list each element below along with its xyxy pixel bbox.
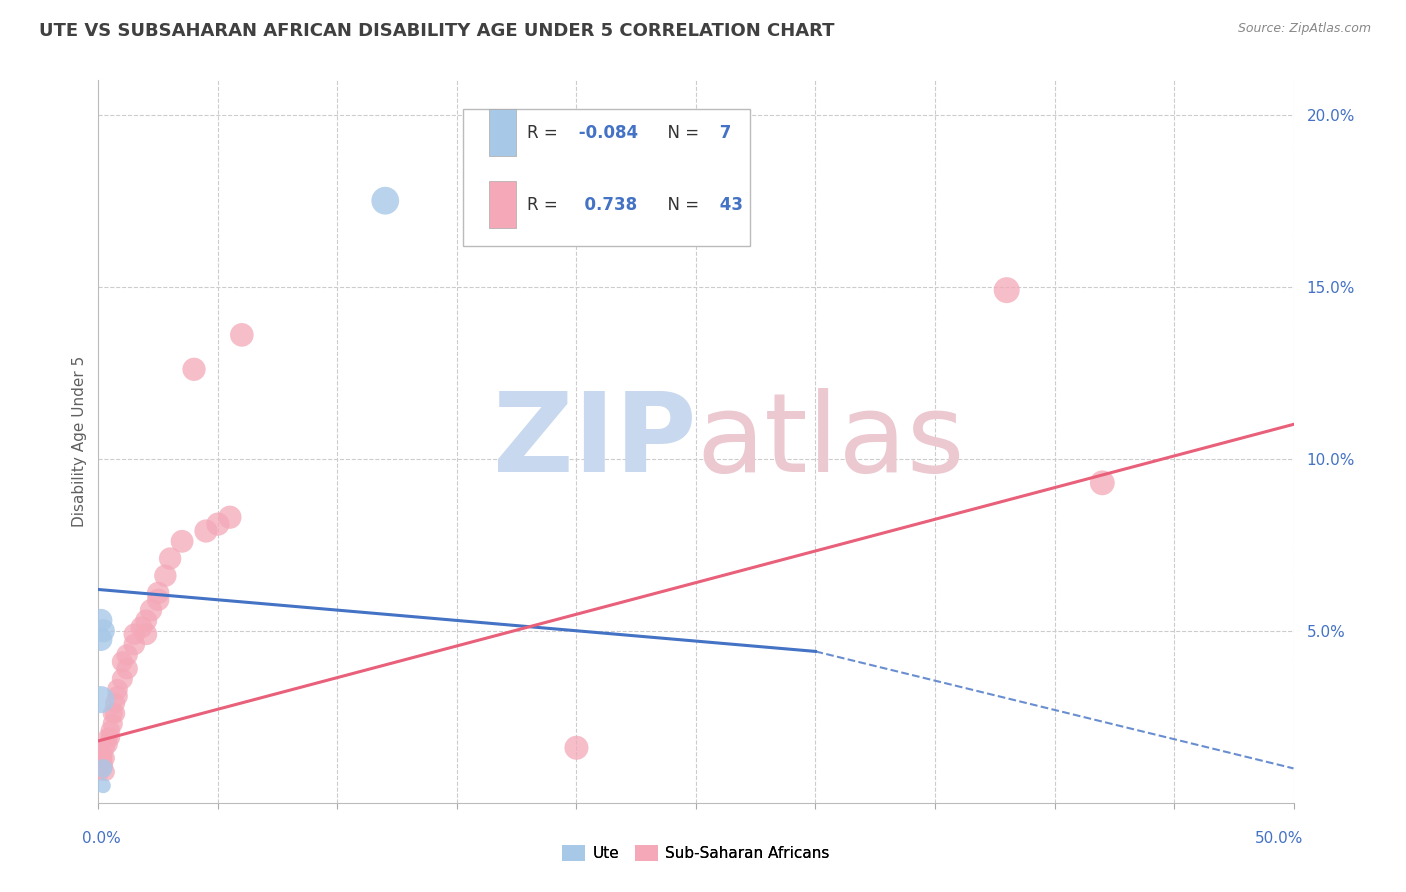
Point <box>131 620 153 634</box>
Point <box>995 283 1018 297</box>
Text: R =: R = <box>527 124 564 142</box>
Text: N =: N = <box>657 196 704 214</box>
Text: -0.084: -0.084 <box>572 124 638 142</box>
Point <box>231 327 253 342</box>
Text: 50.0%: 50.0% <box>1256 831 1303 846</box>
Text: Source: ZipAtlas.com: Source: ZipAtlas.com <box>1237 22 1371 36</box>
Point <box>104 706 127 721</box>
Text: atlas: atlas <box>696 388 965 495</box>
FancyBboxPatch shape <box>463 109 749 246</box>
Point <box>98 731 122 745</box>
Point <box>115 648 138 662</box>
Point <box>172 534 194 549</box>
Point <box>107 689 129 703</box>
Point <box>104 696 127 710</box>
Point <box>91 779 114 793</box>
Text: N =: N = <box>657 124 704 142</box>
Point <box>195 524 218 538</box>
Point <box>91 747 114 762</box>
Point <box>90 751 112 765</box>
Point <box>107 682 129 697</box>
Point <box>111 655 134 669</box>
Point <box>148 592 170 607</box>
Text: 7: 7 <box>714 124 731 142</box>
Point <box>135 614 157 628</box>
Point <box>91 761 114 775</box>
Bar <box>489 181 516 228</box>
Point <box>94 740 117 755</box>
Point <box>374 194 396 208</box>
Point <box>97 731 120 745</box>
Point <box>183 362 205 376</box>
Point <box>148 586 170 600</box>
Point <box>90 740 112 755</box>
Text: UTE VS SUBSAHARAN AFRICAN DISABILITY AGE UNDER 5 CORRELATION CHART: UTE VS SUBSAHARAN AFRICAN DISABILITY AGE… <box>39 22 835 40</box>
Point <box>94 764 117 779</box>
Point <box>90 764 112 779</box>
Text: 43: 43 <box>714 196 742 214</box>
Point <box>155 568 177 582</box>
Point <box>91 758 114 772</box>
Point <box>207 517 229 532</box>
Text: 0.738: 0.738 <box>572 196 637 214</box>
Point <box>101 716 124 731</box>
Point <box>219 510 242 524</box>
Point <box>90 632 112 647</box>
Text: R =: R = <box>527 196 564 214</box>
Point <box>115 662 138 676</box>
Point <box>139 603 162 617</box>
Point <box>135 627 157 641</box>
Y-axis label: Disability Age Under 5: Disability Age Under 5 <box>72 356 87 527</box>
Text: ZIP: ZIP <box>492 388 696 495</box>
Text: 0.0%: 0.0% <box>82 831 121 846</box>
Point <box>90 758 112 772</box>
Point <box>94 751 117 765</box>
Point <box>90 692 112 706</box>
Point <box>98 723 122 738</box>
Point <box>1091 475 1114 490</box>
Point <box>90 614 112 628</box>
Point <box>91 624 114 638</box>
Point <box>124 627 146 641</box>
Point <box>101 706 124 721</box>
Point <box>111 672 134 686</box>
Point <box>97 737 120 751</box>
Point <box>124 638 146 652</box>
Point <box>91 751 114 765</box>
Point <box>159 551 181 566</box>
Point <box>565 740 588 755</box>
Bar <box>489 109 516 156</box>
Legend: Ute, Sub-Saharan Africans: Ute, Sub-Saharan Africans <box>557 839 835 867</box>
